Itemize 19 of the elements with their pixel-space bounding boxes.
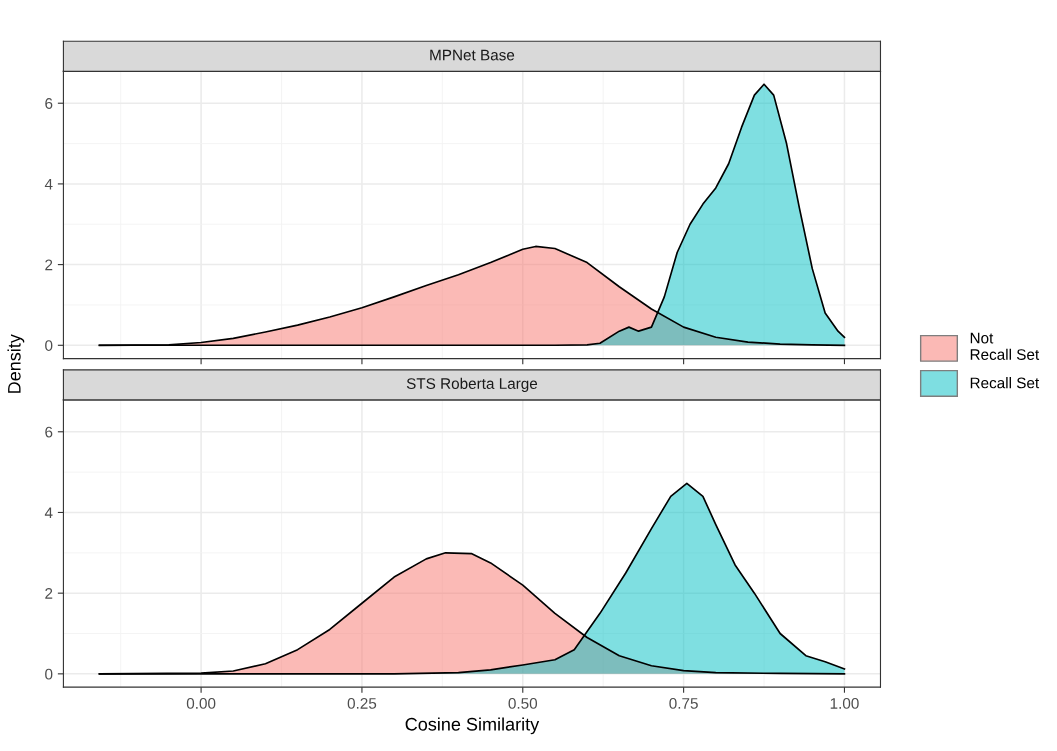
chart-title: STS Roberta Large (406, 377, 538, 393)
legend-label: Not Recall Set (970, 332, 1040, 360)
y-tick-label: 4 (44, 178, 53, 190)
y-tick-label: 6 (45, 98, 53, 109)
x-tick-label: 0.50 (508, 697, 538, 709)
x-axis-title: Cosine Similarity (405, 717, 540, 735)
x-tick-label: 0.75 (669, 697, 698, 709)
legend-label: Recall Set (970, 377, 1040, 389)
y-axis-title: Density (7, 334, 25, 393)
y-tick-label: 4 (44, 507, 53, 519)
chart-title: MPNet Base (430, 49, 515, 61)
x-tick-label: 0.25 (347, 697, 377, 709)
y-tick-label: 0 (45, 340, 53, 351)
y-tick-label: 0 (45, 668, 53, 680)
y-tick-label: 2 (45, 588, 53, 599)
y-tick-label: 2 (45, 259, 53, 271)
y-tick-label: 6 (45, 426, 53, 438)
x-tick-label: 1.00 (830, 697, 859, 709)
x-tick-label: 0.00 (186, 697, 216, 709)
